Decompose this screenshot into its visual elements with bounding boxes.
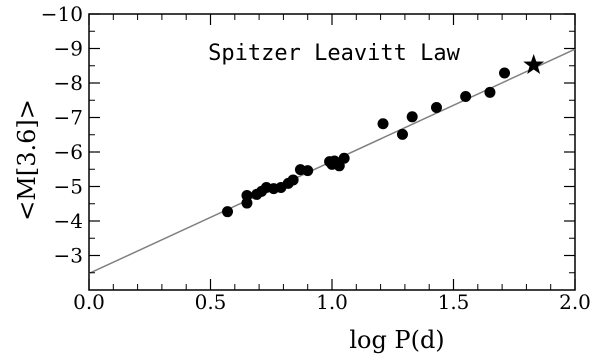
x-tick-label: 0.5 — [195, 290, 227, 314]
x-tick-label: 2.0 — [559, 290, 591, 314]
x-tick-label: 0.0 — [73, 290, 105, 314]
chart-title: Spitzer Leavitt Law — [208, 41, 460, 66]
x-axis-title: log P(d) — [349, 326, 444, 354]
data-point — [338, 152, 350, 164]
data-point — [406, 111, 418, 123]
data-point — [484, 86, 496, 98]
data-point — [396, 128, 408, 140]
tick-layer: 0.0 0.5 1.0 1.5 2.0 −3 −4 −5 −6 −7 −8 −9 −10 — [41, 2, 591, 314]
data-point — [499, 67, 511, 79]
data-point — [222, 206, 234, 218]
y-tick-label: −4 — [54, 209, 83, 233]
x-tick-label: 1.0 — [316, 290, 348, 314]
data-point — [460, 90, 472, 102]
data-point — [430, 101, 442, 113]
data-points-layer — [222, 54, 545, 218]
data-point — [377, 118, 389, 130]
star-marker — [523, 54, 545, 74]
y-tick-label: −3 — [54, 244, 83, 268]
y-tick-label: −9 — [54, 37, 83, 61]
y-tick-label: −8 — [54, 71, 83, 95]
data-point — [287, 174, 299, 186]
y-tick-label: −10 — [41, 2, 83, 26]
data-point — [302, 165, 314, 177]
y-tick-label: −6 — [54, 140, 83, 164]
data-point — [241, 189, 253, 201]
y-tick-label: −5 — [54, 175, 83, 199]
x-tick-label: 1.5 — [438, 290, 470, 314]
y-tick-label: −7 — [54, 106, 83, 130]
data-point — [241, 197, 253, 209]
y-axis-title: <M[3.6]> — [13, 99, 41, 221]
